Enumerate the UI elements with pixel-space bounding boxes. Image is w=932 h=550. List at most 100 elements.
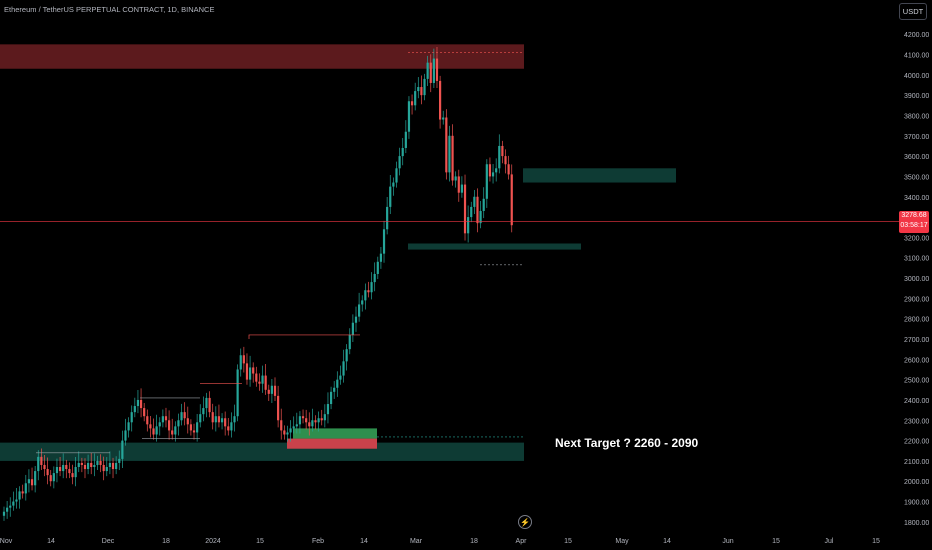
candle	[230, 412, 233, 438]
time-axis: Nov 14 Dec 18 2024 15 Feb 14 Mar 18 Apr 15 May 14 Jun 1…	[0, 538, 880, 545]
candle	[392, 177, 395, 196]
x-tick-label: Apr	[516, 538, 528, 545]
countdown-timer: 03:58:17	[900, 222, 928, 229]
candle	[80, 457, 83, 473]
candle-body	[83, 464, 87, 470]
candle-body	[354, 316, 358, 323]
candle	[180, 403, 183, 426]
candle-body	[358, 304, 361, 317]
candle-body	[15, 499, 18, 502]
candle-body	[280, 420, 283, 431]
candle-body	[105, 467, 108, 472]
candle-body	[429, 62, 432, 83]
candle-body	[130, 412, 133, 423]
candle-body	[183, 412, 186, 419]
candle-body	[448, 135, 451, 173]
x-tick-label: 18	[162, 538, 170, 545]
candle-body	[417, 87, 420, 92]
y-tick-label: 3500.00	[904, 174, 929, 181]
candle	[351, 314, 354, 343]
candle	[83, 458, 87, 479]
candle	[220, 413, 224, 430]
y-tick-label: 3100.00	[904, 256, 929, 263]
candle-body	[364, 290, 367, 301]
candle	[158, 417, 161, 436]
candle-body	[87, 462, 90, 470]
order-block-red	[287, 438, 377, 449]
candle-body	[202, 408, 205, 415]
candle	[277, 385, 280, 428]
candle-body	[58, 467, 62, 472]
candle-body	[292, 426, 295, 429]
x-tick-label: May	[615, 538, 629, 545]
candle-body	[217, 416, 221, 423]
candle-body	[404, 131, 407, 148]
candle	[389, 175, 392, 215]
candle	[55, 458, 59, 483]
candle	[491, 164, 495, 184]
lightning-icon[interactable]: ⚡	[518, 515, 532, 529]
y-tick-label: 3700.00	[904, 134, 929, 141]
candle-body	[442, 117, 445, 120]
candle-body	[77, 462, 80, 468]
candle	[208, 391, 211, 418]
candle	[164, 407, 168, 428]
x-tick-label: Feb	[312, 538, 324, 545]
candle	[423, 73, 426, 101]
candle	[361, 295, 364, 312]
candle	[46, 457, 49, 485]
candle-body	[382, 229, 386, 254]
y-tick-label: 4000.00	[904, 73, 929, 80]
candle	[77, 451, 80, 473]
resistance-zone	[523, 168, 676, 183]
candle-body	[451, 135, 454, 181]
candle-body	[342, 361, 345, 376]
candles-layer	[2, 46, 513, 521]
candle	[143, 403, 146, 422]
candle-body	[329, 391, 333, 405]
candle	[426, 55, 429, 87]
y-tick-label: 2500.00	[904, 378, 929, 385]
candle	[161, 409, 164, 428]
candle-body	[326, 404, 330, 415]
candle	[99, 454, 102, 473]
candle-body	[270, 385, 273, 394]
y-tick-label: 2800.00	[904, 317, 929, 324]
candle-body	[177, 420, 180, 427]
candle-body	[389, 186, 392, 207]
candle	[301, 409, 305, 424]
candle	[510, 164, 513, 233]
candle-body	[498, 145, 501, 169]
candle	[379, 246, 383, 269]
candle	[292, 416, 295, 434]
candle-body	[398, 156, 401, 169]
x-tick-label: Jul	[825, 538, 834, 545]
x-tick-label: 15	[564, 538, 572, 545]
candle-body	[423, 78, 426, 96]
currency-button[interactable]: USDT	[899, 3, 927, 20]
supply-zone	[0, 44, 524, 69]
candle-body	[30, 479, 34, 486]
candle	[342, 349, 345, 383]
candle	[6, 500, 9, 519]
candle	[398, 147, 401, 176]
candle-body	[127, 422, 130, 431]
candle-body	[115, 462, 118, 470]
candle	[40, 448, 43, 471]
candle	[435, 46, 439, 89]
candle-body	[152, 428, 155, 435]
candle-body	[301, 416, 305, 419]
candle-body	[189, 424, 192, 431]
candle-body	[227, 426, 230, 431]
y-tick-label: 3900.00	[904, 93, 929, 100]
candle-body	[111, 462, 115, 470]
candle	[21, 484, 24, 499]
candle-body	[295, 424, 298, 427]
candle	[317, 411, 320, 432]
candle	[18, 486, 21, 509]
candle	[27, 469, 31, 493]
candle	[155, 414, 158, 442]
candle-body	[491, 172, 495, 177]
candle-body	[133, 406, 136, 413]
